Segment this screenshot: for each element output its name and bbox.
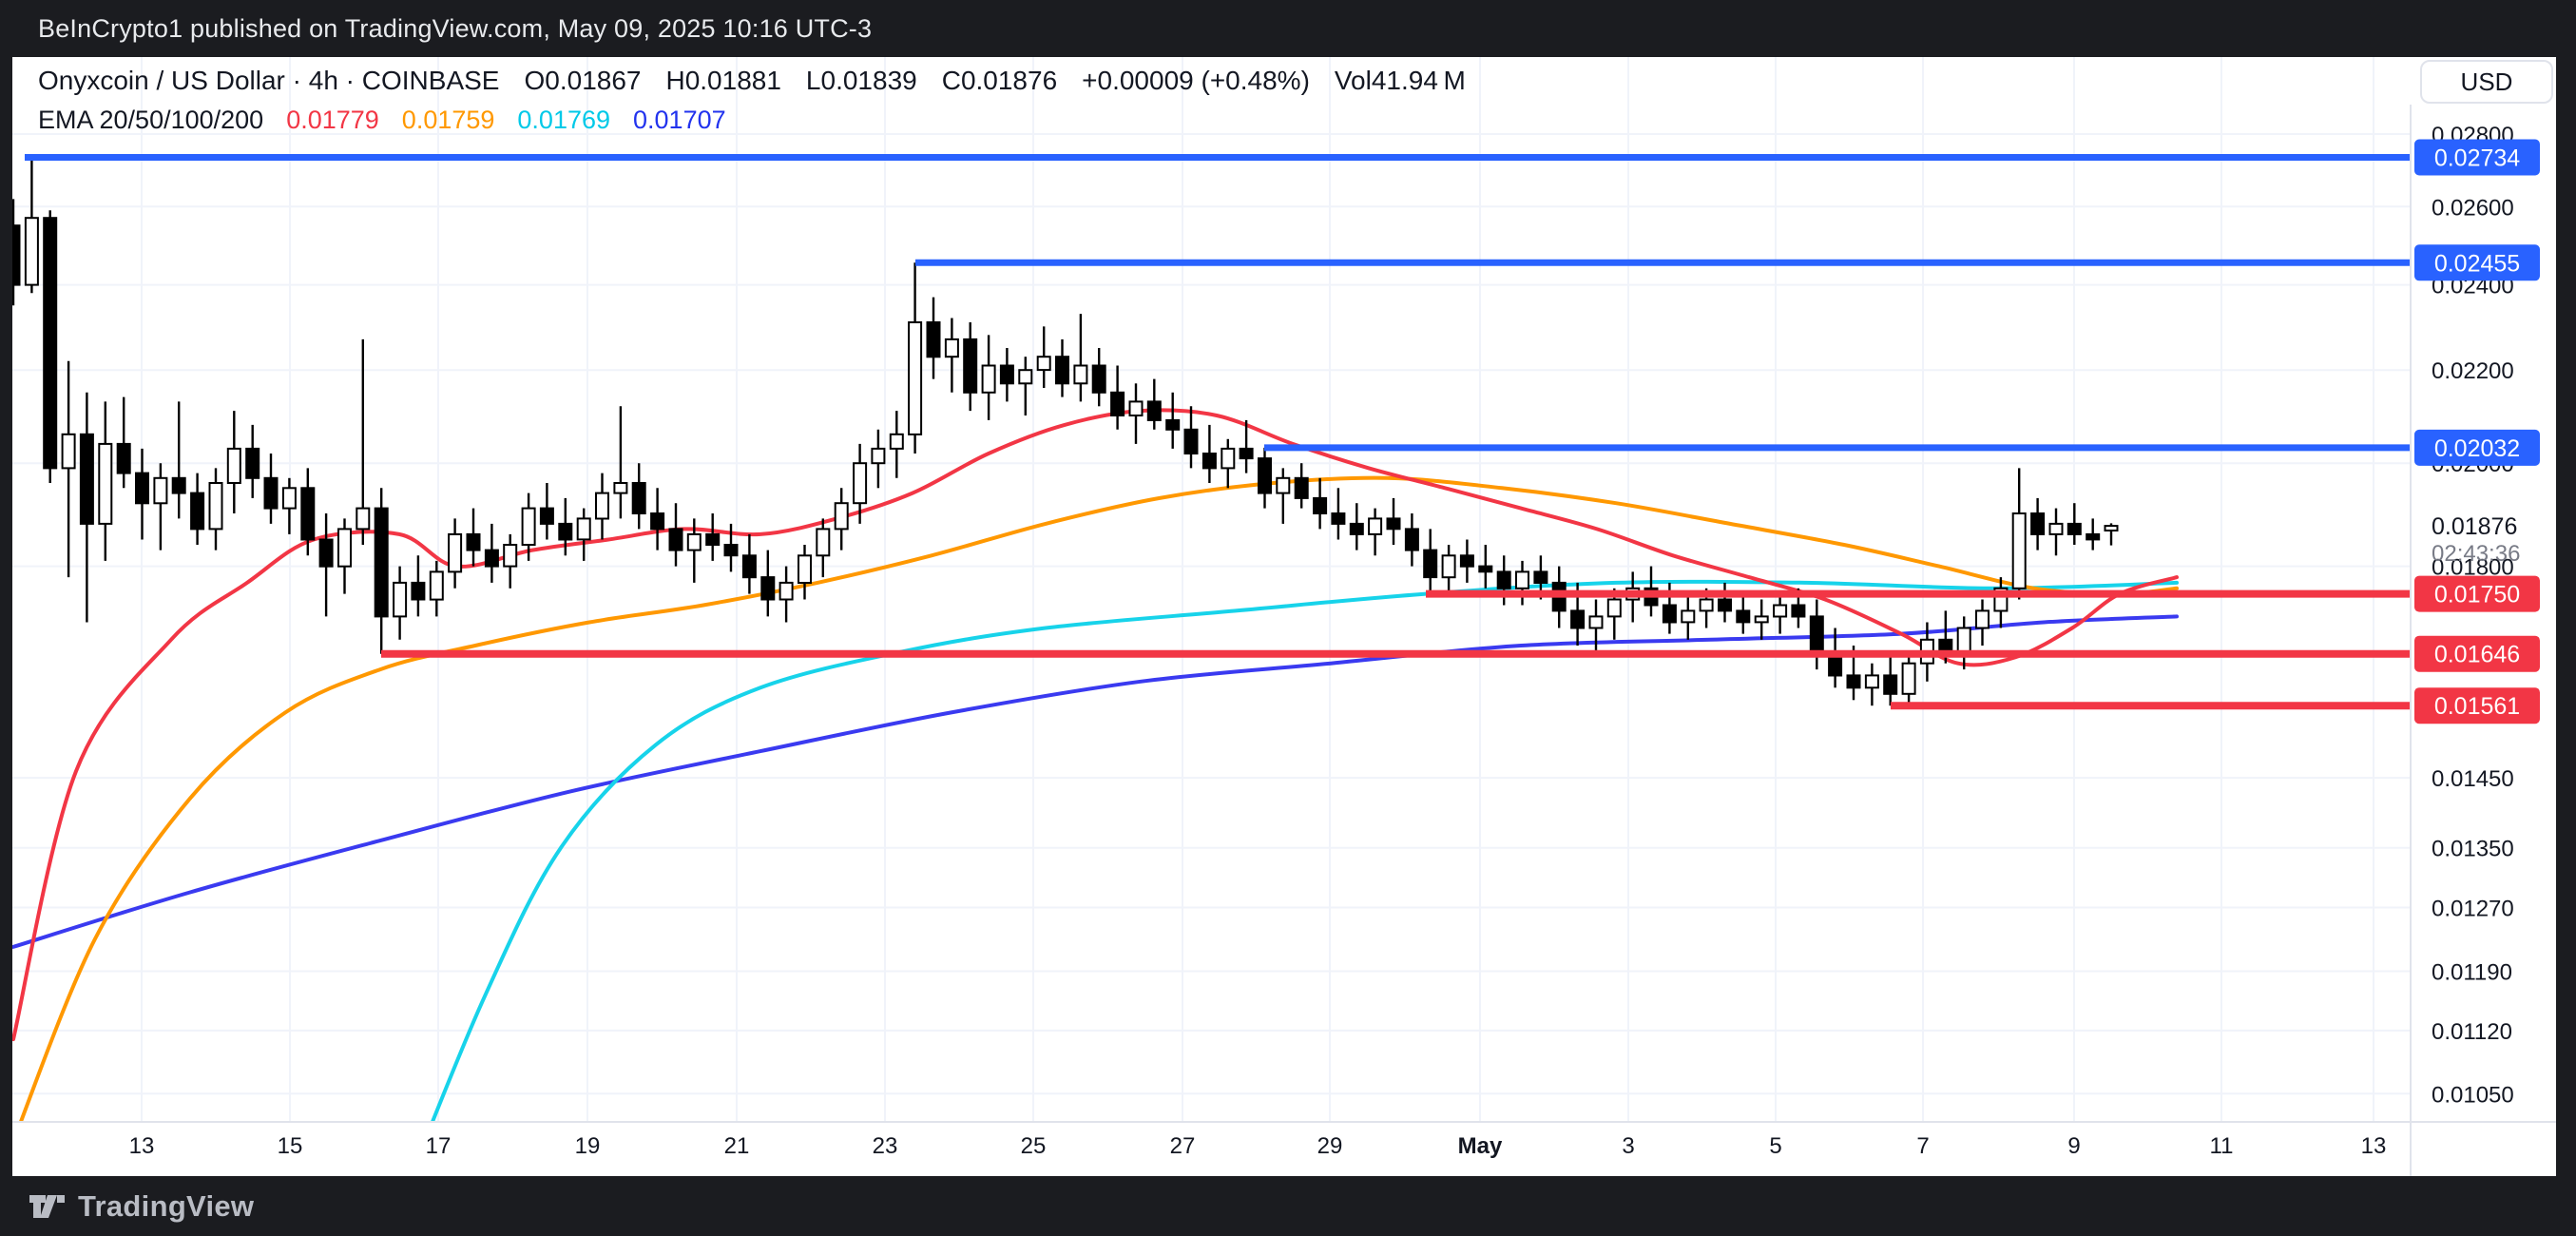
ohlc-close: C0.01876 [941, 66, 1058, 95]
time-scale[interactable] [12, 1122, 2411, 1176]
attribution-bar: BeInCrypto1 published on TradingView.com… [0, 0, 2576, 57]
ema-indicator-label[interactable]: EMA 20/50/100/200 [38, 105, 264, 134]
volume-value: Vol41.94 M [1334, 66, 1466, 95]
tradingview-wordmark: TradingView [78, 1188, 255, 1223]
symbol-title[interactable]: Onyxcoin / US Dollar · 4h · COINBASE [38, 66, 500, 95]
footer-bar: TradingView [0, 1176, 2576, 1236]
attribution-text: BeInCrypto1 published on TradingView.com… [38, 13, 873, 43]
ema200-value: 0.01707 [633, 105, 726, 134]
ema20-value: 0.01779 [286, 105, 379, 134]
ohlc-open: O0.01867 [524, 66, 642, 95]
chart-plot-area[interactable] [12, 57, 2556, 1176]
tradingview-logo[interactable]: TradingView [29, 1189, 254, 1224]
ema50-value: 0.01759 [401, 105, 495, 134]
tradingview-logo-icon [29, 1194, 65, 1218]
ohlc-low: L0.01839 [805, 66, 917, 95]
price-change: +0.00009 (+0.48%) [1082, 66, 1310, 95]
currency-toggle-button[interactable]: USD [2420, 60, 2553, 104]
ohlc-high: H0.01881 [665, 66, 781, 95]
chart-legend: Onyxcoin / US Dollar · 4h · COINBASE O0.… [38, 61, 1490, 139]
ema100-value: 0.01769 [517, 105, 611, 134]
price-scale[interactable] [2411, 105, 2556, 1176]
